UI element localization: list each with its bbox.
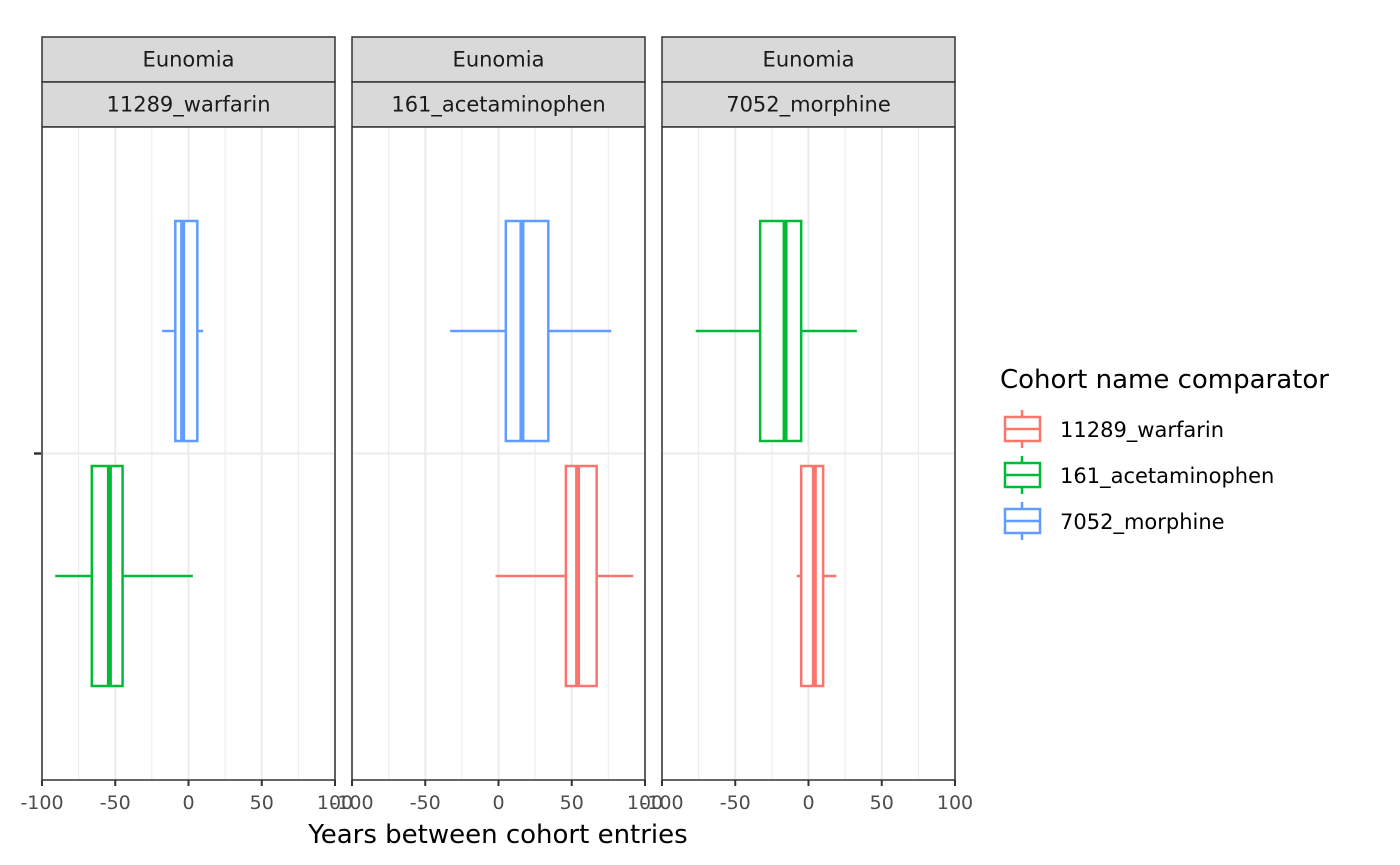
boxplot-11289_warfarin [495, 464, 634, 688]
strip-bottom-background [661, 81, 956, 128]
box-iqr [174, 219, 199, 443]
x-tick-label: -50 [100, 792, 131, 814]
strip-top-label: Eunomia [453, 48, 545, 72]
legend-key-11289_warfarin [1003, 410, 1042, 448]
boxplot-7052_morphine [450, 219, 612, 443]
x-axis-title: Years between cohort entries [307, 820, 687, 850]
strip-top-background [351, 36, 646, 83]
legend-label: 11289_warfarin [1060, 418, 1224, 443]
strip-top-label: Eunomia [763, 48, 855, 72]
boxplot-7052_morphine [162, 219, 204, 443]
strip-bottom-label: 161_acetaminophen [391, 93, 605, 118]
x-tick-label: 100 [627, 792, 663, 814]
x-tick-label: 50 [870, 792, 894, 814]
legend-key-161_acetaminophen [1003, 456, 1042, 494]
x-tick-label: 50 [250, 792, 274, 814]
legend-label: 161_acetaminophen [1060, 464, 1274, 489]
box-iqr [758, 219, 803, 443]
x-tick-label: 100 [317, 792, 353, 814]
legend-label: 7052_morphine [1060, 510, 1225, 535]
x-tick-label: 50 [560, 792, 584, 814]
strip-bottom-label: 7052_morphine [726, 93, 891, 118]
x-tick-label: -50 [720, 792, 751, 814]
x-tick-label: 0 [182, 792, 194, 814]
boxplot-161_acetaminophen [695, 219, 857, 443]
legend: Cohort name comparator 11289_warfarin 161_… [1000, 365, 1329, 540]
facet-panel: Eunomia 161_acetaminophen -100 -50 0 50 100 [330, 36, 663, 814]
x-tick-label: -100 [330, 792, 373, 814]
boxplot-11289_warfarin [796, 464, 837, 688]
x-tick-label: 0 [492, 792, 504, 814]
facet-panel: Eunomia 11289_warfarin -100 -50 0 50 100 [20, 36, 353, 814]
strip-bottom-background [41, 81, 336, 128]
strip-bottom-label: 11289_warfarin [106, 93, 270, 118]
legend-title: Cohort name comparator [1000, 365, 1329, 395]
boxplot-161_acetaminophen [55, 464, 193, 688]
strip-bottom-background [351, 81, 646, 128]
legend-key-7052_morphine [1003, 502, 1042, 540]
x-tick-label: 100 [937, 792, 973, 814]
box-iqr [504, 219, 550, 443]
x-tick-label: -50 [410, 792, 441, 814]
x-tick-label: 0 [802, 792, 814, 814]
x-tick-label: -100 [640, 792, 683, 814]
strip-top-label: Eunomia [143, 48, 235, 72]
strip-top-background [661, 36, 956, 83]
facet-panel: Eunomia 7052_morphine -100 -50 0 50 100 [640, 36, 973, 814]
box-iqr [564, 464, 598, 688]
x-tick-label: -100 [20, 792, 63, 814]
